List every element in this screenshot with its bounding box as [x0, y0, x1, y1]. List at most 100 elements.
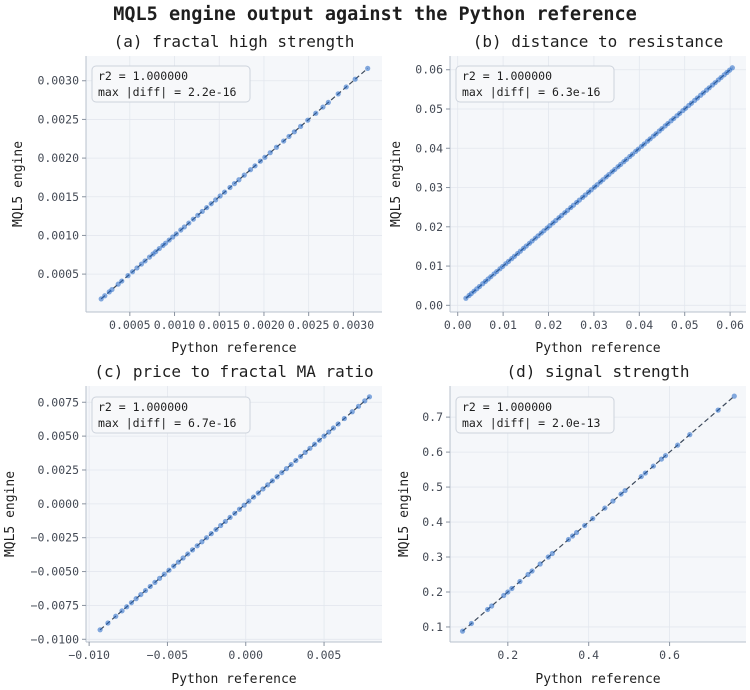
panel-c-data-point	[124, 604, 130, 610]
panel-a-data-point	[98, 296, 104, 302]
panel-a-x-tick-label: 0.0025	[288, 318, 330, 332]
panel-c-y-tick-label: −0.0025	[31, 531, 79, 545]
panel-c-data-point	[236, 506, 243, 512]
panel-c-data-point	[341, 415, 348, 422]
panel-a-data-point	[115, 281, 121, 287]
panel-c-data-point	[175, 559, 182, 565]
panel-d-data-point	[565, 536, 572, 543]
panel-d-y-tick-label: 0.4	[422, 515, 443, 529]
panel-d-data-point	[501, 592, 507, 599]
panel-c-data-point	[288, 461, 294, 468]
panel-d-data-point	[610, 498, 616, 504]
panel-a-x-tick-label: 0.0030	[333, 318, 375, 332]
panel-a-data-point	[343, 84, 349, 90]
panel-b-x-ticks: 0.00 0.01 0.02 0.03 0.04 0.05 0.06	[444, 312, 744, 332]
panel-c-y-ticks: −0.0100 −0.0075 −0.0050 −0.0025 0.0000 0.0025…	[31, 395, 86, 646]
panel-b-x-tick-label: 0.01	[489, 318, 517, 332]
panel-a-data-point	[262, 154, 268, 160]
panel-a-data-point	[217, 193, 223, 199]
panel-c-data-point	[199, 539, 205, 545]
panel-a-data-point	[195, 212, 201, 218]
panel-a-data-point	[257, 158, 263, 164]
panel-d-data-point	[622, 487, 628, 494]
panel-a-data-point	[222, 189, 228, 195]
panel-a-x-label: Python reference	[171, 341, 296, 356]
panel-b-y-tick-label: 0.01	[415, 259, 443, 273]
panel-b-y-tick-label: 0.02	[415, 220, 443, 234]
panel-d-data-point	[650, 463, 656, 469]
panel-c-annotation-box	[91, 396, 251, 434]
panel-c-data-point	[366, 394, 373, 400]
panel-a-data-point	[298, 123, 304, 129]
panel-d-y-ticks: 0.1 0.2 0.3 0.4 0.5 0.6 0.7	[422, 410, 450, 634]
panel-c-data-point	[302, 449, 308, 455]
panel-d-data-point	[638, 473, 644, 480]
panel-a-data-point	[153, 249, 159, 255]
panel-a-data-point	[146, 254, 153, 260]
panel-c-x-label: Python reference	[171, 672, 296, 687]
panel-a-annotation-line-2: max |diff| = 2.2e-16	[98, 85, 237, 99]
panel-a-data-point	[142, 258, 148, 264]
panel-d-data-point	[505, 589, 511, 595]
panel-c-data-point	[218, 522, 224, 529]
panel-a-y-tick-label: 0.0015	[37, 190, 79, 204]
panel-d-data-point	[687, 432, 693, 438]
panel-b-y-tick-label: 0.05	[415, 102, 443, 116]
panel-d-y-tick-label: 0.1	[422, 620, 443, 634]
panel-c-data-point	[283, 466, 290, 472]
panel-d-y-tick-label: 0.2	[422, 585, 443, 599]
panel-d-data-point	[537, 561, 543, 567]
panel-a-title: (a) fractal high strength	[114, 32, 355, 51]
panel-d-y-tick-label: 0.6	[422, 445, 443, 459]
panel-d-y-tick-label: 0.7	[422, 410, 443, 424]
panel-a-data-point	[273, 144, 280, 150]
panel-b-x-tick-label: 0.03	[580, 318, 608, 332]
panel-a-x-tick-label: 0.0020	[243, 318, 285, 332]
panel-d-data-point	[582, 522, 588, 529]
panel-c-data-point	[274, 474, 280, 480]
panel-c-data-point	[128, 600, 135, 606]
panel-a-data-point	[286, 133, 292, 140]
panel-c-y-label: MQL5 engine	[3, 471, 18, 557]
panel-a-data-point	[325, 99, 331, 106]
panel-c-y-tick-label: −0.0100	[31, 632, 80, 646]
panel-b-x-tick-label: 0.06	[716, 318, 744, 332]
panel-d-points	[459, 393, 737, 634]
panel-a-points	[98, 65, 371, 302]
panel-a-data-point	[134, 265, 140, 271]
panel-a-data-point	[190, 216, 196, 222]
panel-b-x-tick-label: 0.00	[444, 318, 472, 332]
panel-a-data-point	[247, 167, 254, 173]
panel-c-x-tick-label: 0.000	[228, 648, 263, 662]
panel-a-data-point	[305, 117, 311, 123]
panel-b-y-label: MQL5 engine	[389, 141, 404, 227]
panel-c-data-point	[152, 579, 158, 586]
panel-c-data-point	[321, 433, 327, 439]
panel-a-y-tick-label: 0.0010	[37, 228, 79, 242]
panel-c-data-point	[105, 620, 111, 626]
panel-c-data-point	[312, 441, 318, 447]
panel-c-data-point	[133, 596, 139, 602]
panel-a-data-point	[365, 65, 371, 71]
panel-a-annotation-box	[91, 65, 251, 103]
panel-c-data-point	[203, 535, 210, 541]
panel-c-data-point	[142, 587, 149, 594]
panel-b-y-tick-label: 0.00	[415, 298, 443, 312]
panel-b-annotation-line-2: max |diff| = 6.3e-16	[462, 85, 601, 99]
panel-c-data-point	[241, 502, 247, 508]
panel-c-points	[97, 394, 373, 633]
panel-d-y-tick-label: 0.5	[422, 480, 443, 494]
panel-b: (b) distance to resistance 0.00 0.01 0.02 0…	[389, 32, 746, 356]
panel-d-data-point	[618, 491, 624, 497]
panel-c-title: (c) price to fractal MA ratio	[94, 362, 373, 381]
panel-a-data-point	[335, 91, 341, 97]
panel-c-data-point	[161, 571, 167, 577]
panel-c-data-point	[269, 478, 275, 484]
panel-d-data-point	[569, 533, 576, 539]
panel-c-y-tick-label: 0.0075	[37, 395, 79, 409]
panel-d-data-point	[509, 585, 515, 592]
panel-b-data-point	[729, 65, 735, 71]
panel-a: (a) fractal high strength 0.0005 0.0010 0.…	[11, 32, 382, 356]
panel-a-data-point	[166, 237, 172, 243]
panel-a-data-point	[170, 234, 176, 240]
